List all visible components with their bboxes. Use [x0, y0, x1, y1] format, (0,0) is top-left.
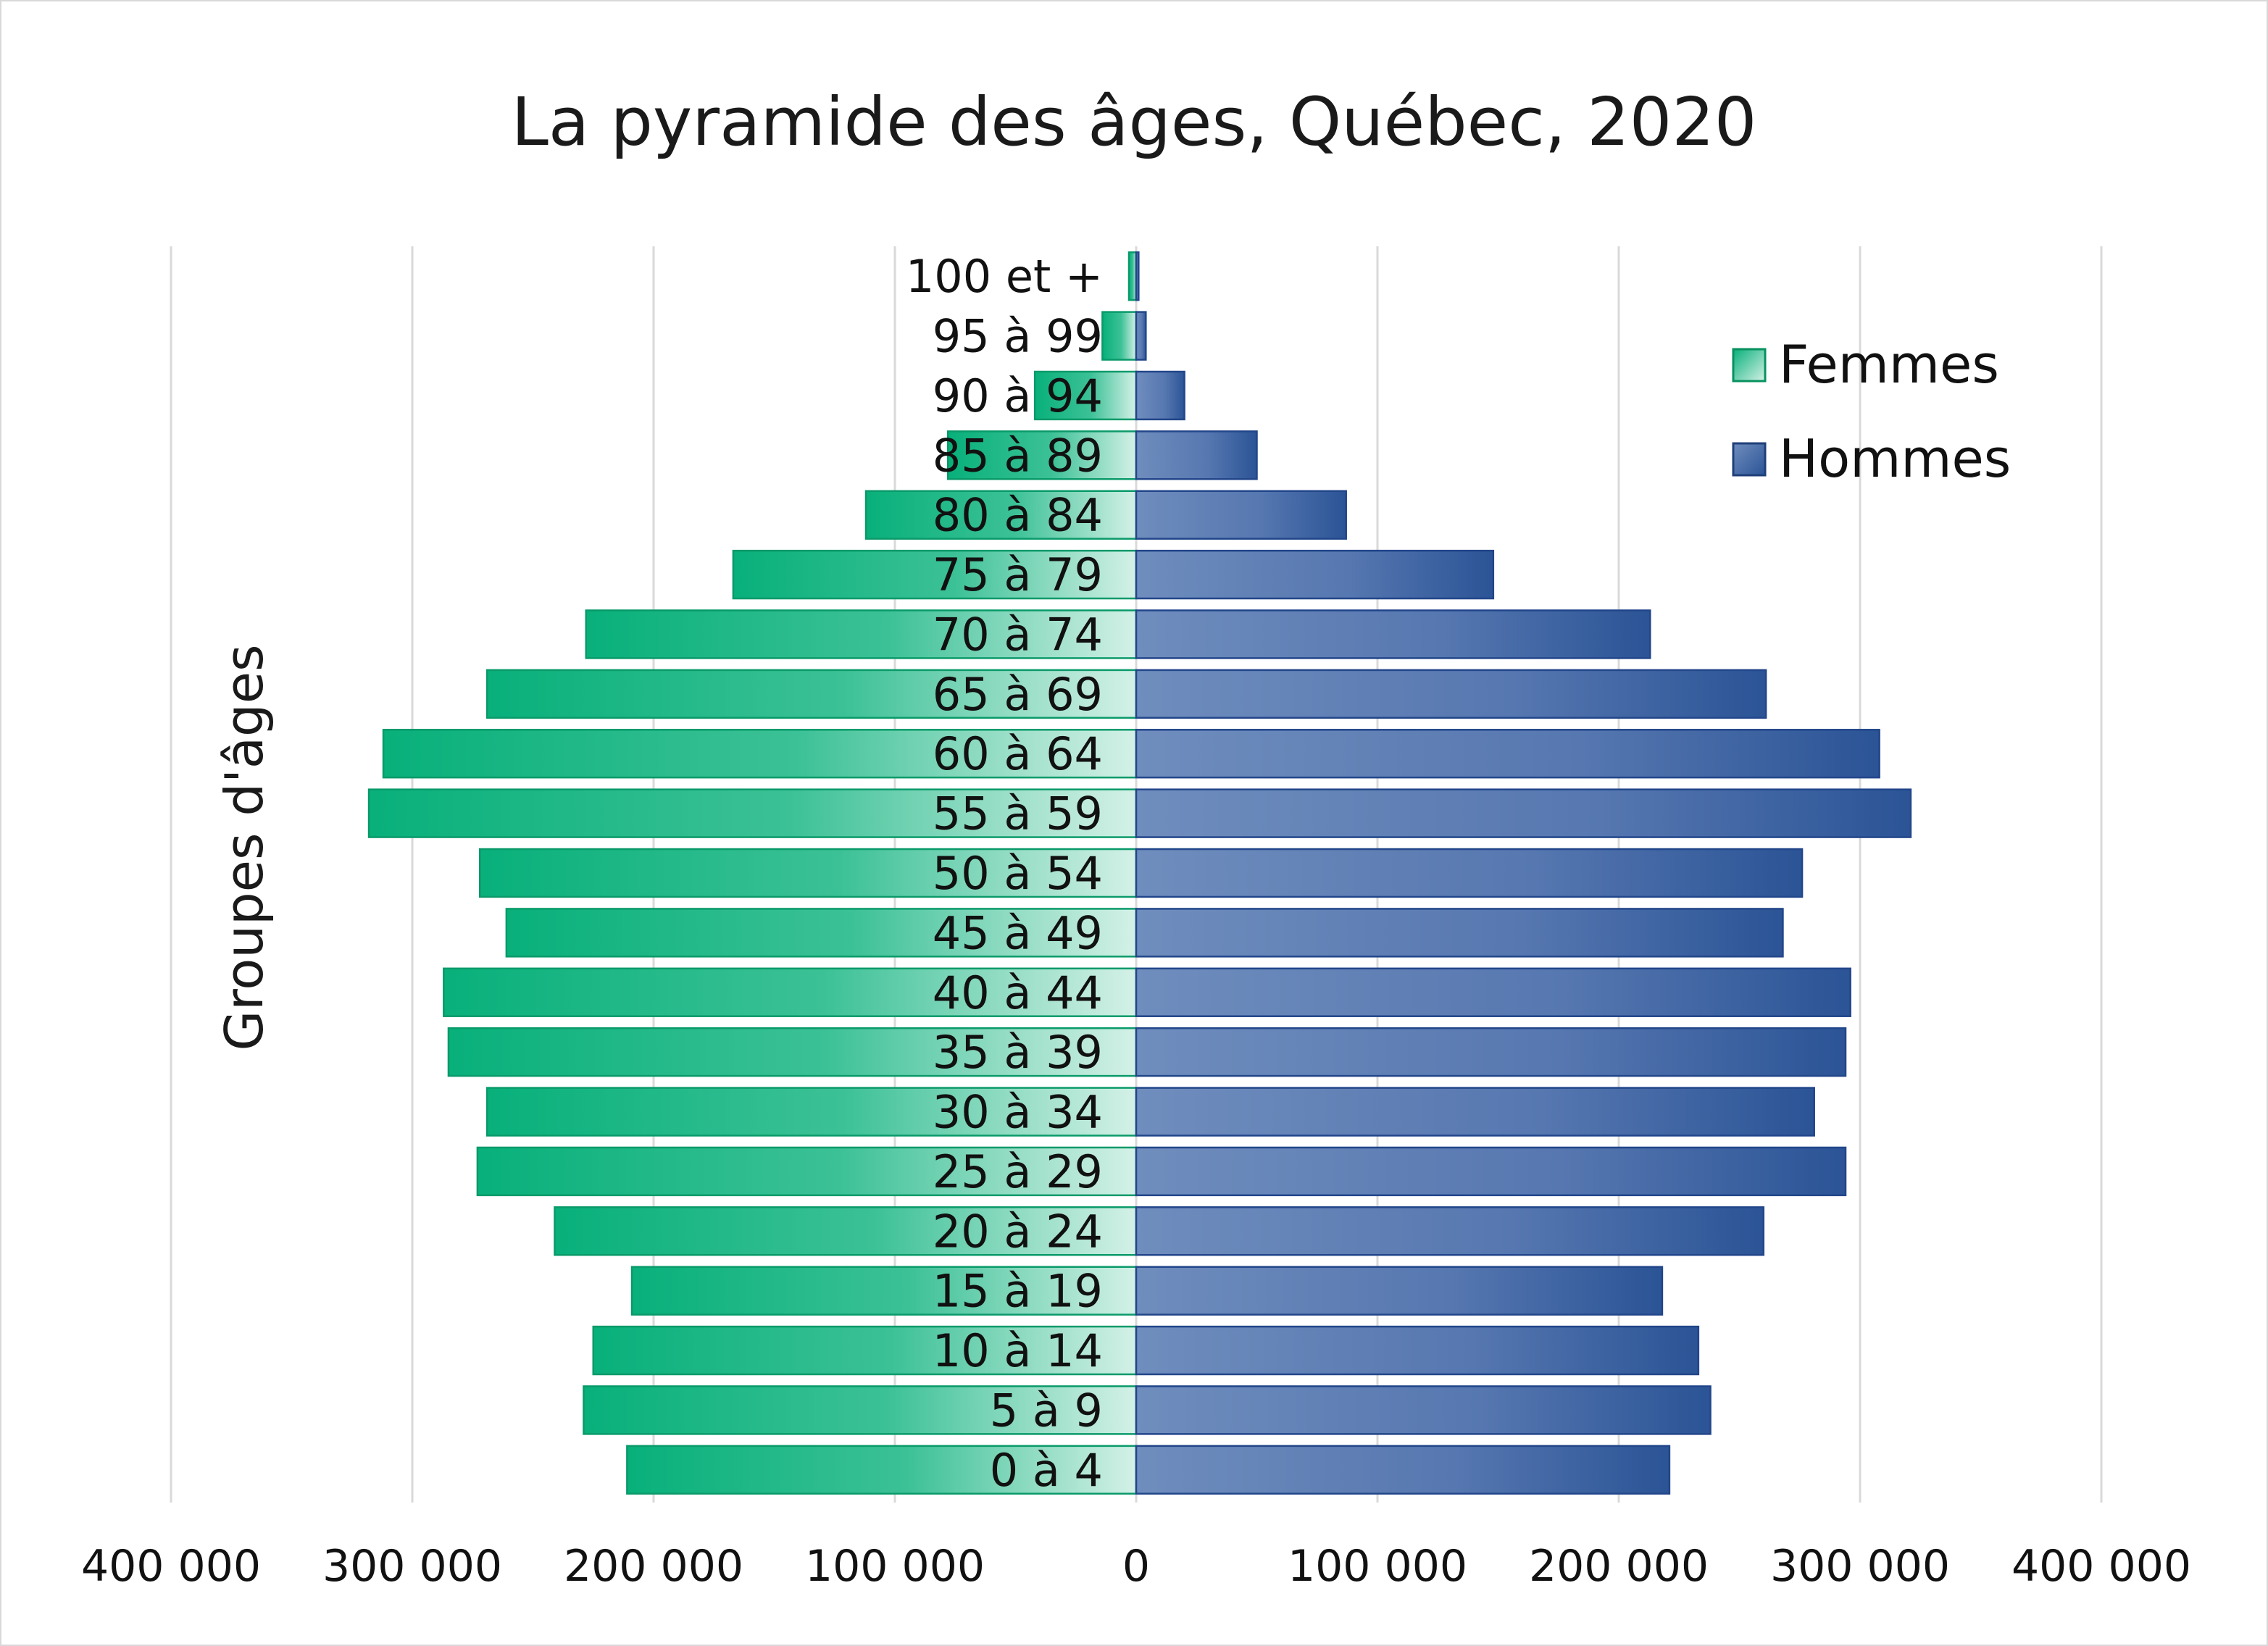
- category-label: 65 à 69: [933, 668, 1103, 721]
- category-label: 85 à 89: [933, 429, 1103, 482]
- femmes-bar: [367, 788, 1138, 838]
- x-tick-label: 400 000: [81, 1541, 261, 1592]
- category-label: 30 à 34: [933, 1086, 1103, 1139]
- hommes-bar: [1135, 370, 1185, 421]
- x-axis-tick-labels: 400 000 300 000 200 000 100 000 0 100 000 200 …: [81, 1541, 2191, 1592]
- femmes-bar: [485, 1087, 1138, 1137]
- category-label: 90 à 94: [933, 369, 1103, 422]
- category-label: 75 à 79: [933, 548, 1103, 601]
- hommes-bars: [1135, 251, 1912, 1495]
- category-label: 25 à 29: [933, 1145, 1103, 1198]
- category-label: 50 à 54: [933, 847, 1103, 900]
- femmes-bar: [443, 967, 1138, 1017]
- femmes-bar: [554, 1206, 1138, 1256]
- x-tick-label: 100 000: [805, 1541, 985, 1592]
- femmes-bar: [583, 1385, 1138, 1435]
- chart-title: La pyramide des âges, Québec, 2020: [512, 83, 1757, 161]
- category-labels: 0 à 4 5 à 9 10 à 14 15 à 19 20 à 24 25 à 29 30…: [906, 250, 1103, 1497]
- femmes-bar: [485, 669, 1138, 719]
- hommes-bar: [1135, 967, 1851, 1017]
- hommes-bar: [1135, 1087, 1815, 1137]
- femmes-bar: [585, 609, 1138, 659]
- x-tick-label: 100 000: [1288, 1541, 1467, 1592]
- category-label: 55 à 59: [933, 788, 1103, 840]
- femmes-bar: [505, 908, 1138, 958]
- femmes-bar: [447, 1027, 1138, 1077]
- legend-femmes-label: Femmes: [1779, 334, 1999, 395]
- category-label: 70 à 74: [933, 608, 1103, 661]
- hommes-bar: [1135, 609, 1651, 659]
- category-label: 45 à 49: [933, 906, 1103, 959]
- hommes-bar: [1135, 1146, 1847, 1197]
- femmes-bar: [476, 1146, 1138, 1197]
- hommes-bar: [1135, 669, 1767, 719]
- hommes-bar: [1135, 549, 1495, 600]
- category-label: 40 à 44: [933, 966, 1103, 1019]
- category-label: 20 à 24: [933, 1205, 1103, 1258]
- femmes-bars: [367, 251, 1138, 1495]
- category-label: 80 à 84: [933, 489, 1103, 542]
- hommes-bar: [1135, 1325, 1700, 1376]
- femmes-bar: [630, 1266, 1138, 1316]
- x-tick-label: 200 000: [564, 1541, 743, 1592]
- hommes-bar: [1135, 729, 1880, 779]
- legend: Femmes Hommes: [1732, 334, 2011, 489]
- femmes-bar: [626, 1445, 1138, 1495]
- category-label: 5 à 9: [990, 1384, 1103, 1437]
- legend-hommes-swatch: [1732, 442, 1767, 477]
- hommes-bar: [1135, 1027, 1847, 1077]
- category-label: 100 et +: [906, 250, 1103, 303]
- x-tick-label: 400 000: [2011, 1541, 2191, 1592]
- y-axis-label: Groupes d'âges: [214, 644, 275, 1050]
- x-tick-label: 300 000: [322, 1541, 502, 1592]
- hommes-bar: [1135, 1266, 1664, 1316]
- femmes-bar: [947, 430, 1138, 480]
- x-tick-label: 200 000: [1529, 1541, 1709, 1592]
- category-label: 15 à 19: [933, 1265, 1103, 1318]
- legend-hommes-label: Hommes: [1779, 428, 2011, 489]
- hommes-bar: [1135, 1445, 1671, 1495]
- femmes-bar: [864, 490, 1138, 540]
- femmes-bar: [1127, 251, 1138, 301]
- hommes-bar: [1135, 1206, 1765, 1256]
- category-label: 95 à 99: [933, 310, 1103, 363]
- hommes-bar: [1135, 908, 1784, 958]
- category-label: 60 à 64: [933, 727, 1103, 780]
- hommes-bar: [1135, 788, 1912, 838]
- x-tick-label: 0: [1122, 1541, 1150, 1592]
- category-label: 10 à 14: [933, 1324, 1103, 1377]
- hommes-bar: [1135, 1385, 1712, 1435]
- femmes-bar: [732, 549, 1138, 600]
- hommes-bar: [1135, 311, 1147, 361]
- hommes-bar: [1135, 430, 1258, 480]
- category-label: 0 à 4: [990, 1444, 1103, 1497]
- hommes-bar: [1135, 251, 1140, 301]
- femmes-bar: [592, 1325, 1138, 1376]
- femmes-bar: [1101, 311, 1138, 361]
- category-label: 35 à 39: [933, 1026, 1103, 1079]
- legend-femmes-swatch: [1732, 348, 1767, 383]
- hommes-bar: [1135, 848, 1804, 898]
- hommes-bar: [1135, 490, 1347, 540]
- x-tick-label: 300 000: [1770, 1541, 1950, 1592]
